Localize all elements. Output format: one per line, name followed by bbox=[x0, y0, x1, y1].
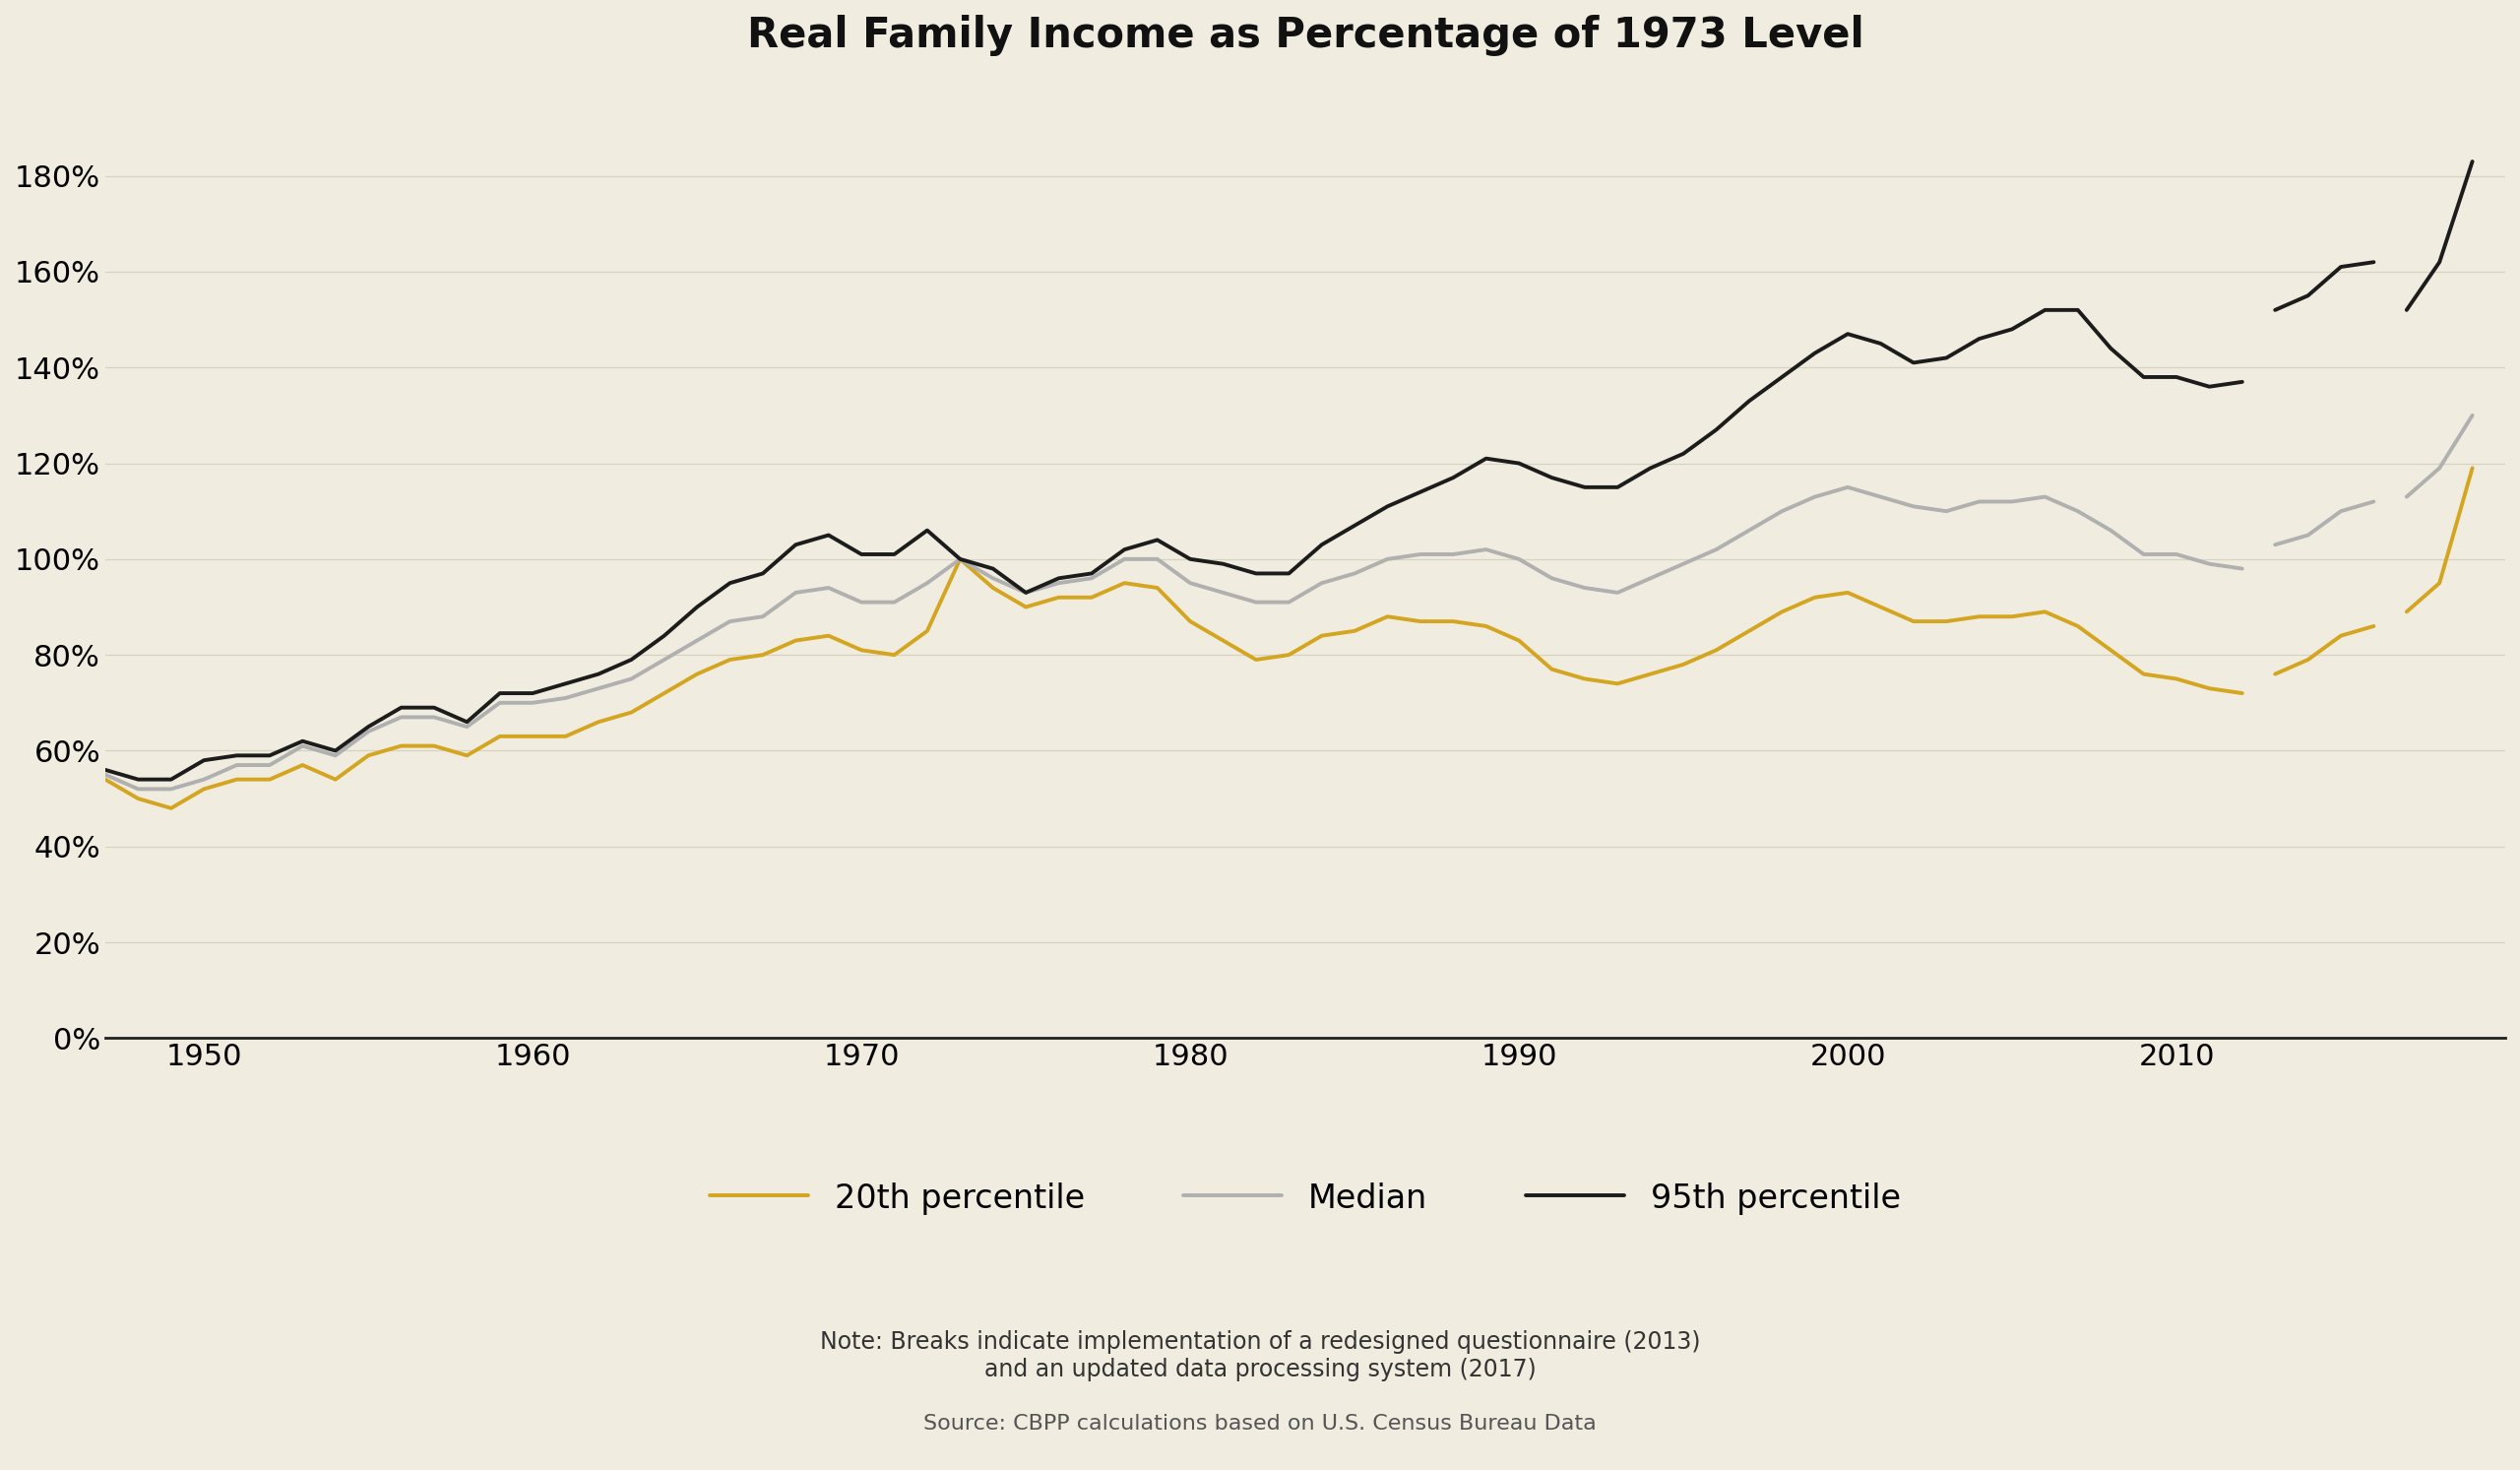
20th percentile bbox=[156, 800, 186, 817]
20th percentile bbox=[781, 632, 811, 650]
95th percentile bbox=[91, 761, 121, 779]
Text: Note: Breaks indicate implementation of a redesigned questionnaire (2013)
and an: Note: Breaks indicate implementation of … bbox=[819, 1330, 1701, 1382]
Median bbox=[91, 766, 121, 784]
Line: 20th percentile: 20th percentile bbox=[106, 559, 2243, 808]
20th percentile bbox=[91, 770, 121, 788]
Median bbox=[781, 584, 811, 601]
20th percentile bbox=[945, 550, 975, 567]
Line: 95th percentile: 95th percentile bbox=[106, 310, 2243, 779]
20th percentile bbox=[2228, 685, 2258, 703]
95th percentile bbox=[2029, 301, 2059, 319]
Median bbox=[287, 736, 318, 754]
Title: Real Family Income as Percentage of 1973 Level: Real Family Income as Percentage of 1973… bbox=[746, 15, 1865, 56]
95th percentile bbox=[2228, 373, 2258, 391]
Median bbox=[1043, 575, 1074, 592]
95th percentile bbox=[781, 537, 811, 554]
Median bbox=[123, 781, 154, 798]
Median bbox=[1832, 478, 1862, 495]
95th percentile bbox=[1043, 569, 1074, 587]
20th percentile bbox=[1832, 584, 1862, 601]
95th percentile bbox=[123, 770, 154, 788]
Text: Source: CBPP calculations based on U.S. Census Bureau Data: Source: CBPP calculations based on U.S. … bbox=[922, 1414, 1598, 1433]
95th percentile bbox=[1076, 564, 1106, 582]
Median bbox=[1076, 569, 1106, 587]
95th percentile bbox=[650, 626, 680, 644]
95th percentile bbox=[287, 732, 318, 750]
Legend: 20th percentile, Median, 95th percentile: 20th percentile, Median, 95th percentile bbox=[698, 1170, 1913, 1229]
Line: Median: Median bbox=[106, 487, 2243, 789]
95th percentile bbox=[1799, 344, 1830, 362]
Median bbox=[650, 651, 680, 669]
Median bbox=[1799, 488, 1830, 506]
Median bbox=[2228, 560, 2258, 578]
20th percentile bbox=[1076, 588, 1106, 606]
20th percentile bbox=[287, 756, 318, 773]
20th percentile bbox=[650, 685, 680, 703]
20th percentile bbox=[1109, 575, 1139, 592]
